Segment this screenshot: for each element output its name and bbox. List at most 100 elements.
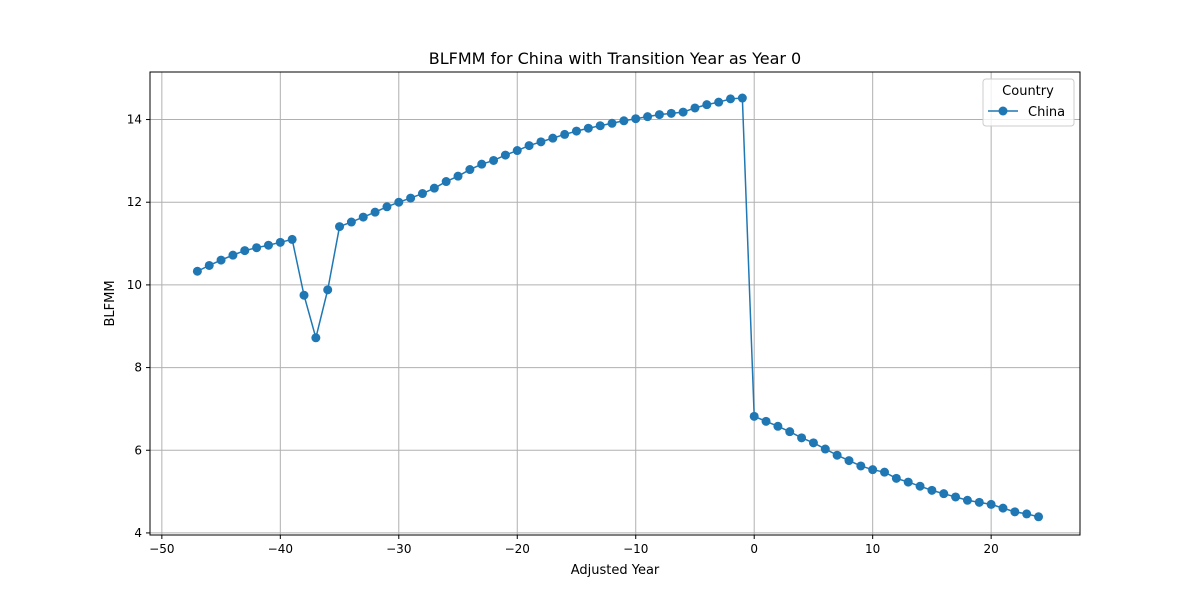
- data-point: [370, 207, 380, 217]
- data-point: [346, 217, 356, 227]
- data-point: [1022, 509, 1032, 519]
- data-point: [406, 193, 416, 203]
- legend-entry-china: China: [1028, 105, 1065, 120]
- data-point: [974, 497, 984, 507]
- data-point: [844, 456, 854, 466]
- data-point: [939, 489, 949, 499]
- data-point: [560, 129, 570, 139]
- series-line-china: [197, 97, 1039, 518]
- data-point: [453, 171, 463, 181]
- data-point: [441, 177, 451, 187]
- data-point: [643, 112, 653, 122]
- y-tick-label: 14: [127, 113, 142, 127]
- data-point: [868, 465, 878, 475]
- data-point: [678, 107, 688, 117]
- plot-area-frame: [149, 71, 1081, 536]
- data-point: [856, 461, 866, 471]
- data-point: [548, 133, 558, 143]
- data-point: [228, 250, 238, 260]
- data-point: [1034, 512, 1044, 522]
- y-tick-label: 12: [127, 195, 142, 209]
- data-point: [761, 416, 771, 426]
- grid-layer: [150, 72, 1080, 535]
- x-tick-label: −50: [149, 542, 174, 556]
- x-axis-label: Adjusted Year: [571, 563, 660, 578]
- data-point: [335, 222, 345, 232]
- data-point: [631, 114, 641, 124]
- x-tick-label: −30: [386, 542, 411, 556]
- y-tick-label: 8: [134, 361, 142, 375]
- data-point: [216, 255, 226, 265]
- data-point: [536, 137, 546, 147]
- data-point: [524, 141, 534, 151]
- data-point: [477, 159, 487, 169]
- data-point: [891, 473, 901, 483]
- series-layer: [192, 93, 1044, 522]
- data-point: [382, 202, 392, 212]
- y-tick-label: 4: [134, 526, 142, 540]
- data-point: [880, 467, 890, 477]
- data-point: [287, 234, 297, 244]
- data-point: [654, 110, 664, 120]
- data-point: [619, 116, 629, 126]
- data-point: [204, 260, 214, 270]
- data-point: [583, 123, 593, 133]
- data-point: [749, 411, 759, 421]
- data-point: [808, 438, 818, 448]
- data-point: [903, 477, 913, 487]
- data-point: [820, 444, 830, 454]
- data-point: [998, 503, 1008, 513]
- data-point: [726, 94, 736, 104]
- legend: Country China: [982, 78, 1075, 127]
- data-point: [951, 492, 961, 502]
- data-point: [311, 333, 321, 343]
- data-point: [714, 97, 724, 107]
- data-point: [465, 165, 475, 175]
- legend-title: Country: [1002, 84, 1054, 99]
- data-point: [417, 189, 427, 199]
- data-point: [429, 183, 439, 193]
- x-tick-label: 10: [865, 542, 880, 556]
- data-point: [737, 93, 747, 103]
- data-point: [702, 100, 712, 110]
- data-point: [595, 121, 605, 131]
- y-axis-label: BLFMM: [103, 280, 118, 326]
- data-point: [915, 481, 925, 491]
- data-point: [690, 103, 700, 113]
- legend-marker-swatch: [998, 106, 1008, 116]
- data-point: [832, 450, 842, 460]
- x-tick-label: 20: [984, 542, 999, 556]
- data-point: [489, 155, 499, 165]
- data-point: [571, 126, 581, 136]
- data-point: [962, 495, 972, 505]
- data-point: [240, 246, 250, 256]
- data-point: [299, 290, 309, 300]
- x-tick-label: −10: [623, 542, 648, 556]
- data-point: [323, 285, 333, 295]
- chart-title: BLFMM for China with Transition Year as …: [429, 49, 801, 68]
- data-point: [252, 243, 262, 253]
- data-point: [986, 499, 996, 509]
- data-point: [275, 237, 285, 247]
- x-tick-label: −20: [505, 542, 530, 556]
- data-point: [358, 212, 368, 222]
- x-tick-label: −40: [268, 542, 293, 556]
- data-point: [927, 485, 937, 495]
- data-point: [797, 433, 807, 443]
- data-point: [394, 197, 404, 207]
- y-tick-label: 6: [134, 443, 142, 457]
- y-tick-label: 10: [127, 278, 142, 292]
- data-point: [263, 240, 273, 250]
- data-point: [773, 421, 783, 431]
- data-point: [192, 266, 202, 276]
- data-point: [666, 108, 676, 118]
- data-point: [500, 150, 510, 160]
- x-tick-label: 0: [750, 542, 758, 556]
- data-point: [785, 427, 795, 437]
- data-point: [1010, 507, 1020, 517]
- ticks-layer: −50 −40 −30 −20 −10 0 10 20 4 6 8 10 12 14: [127, 113, 999, 556]
- data-point: [607, 118, 617, 128]
- data-point: [512, 146, 522, 156]
